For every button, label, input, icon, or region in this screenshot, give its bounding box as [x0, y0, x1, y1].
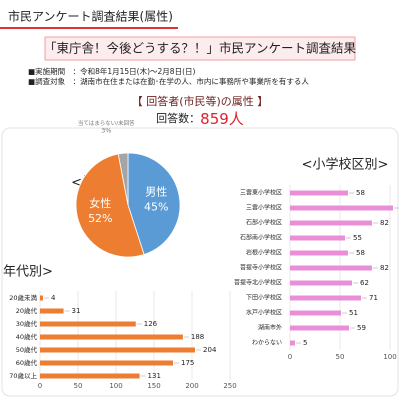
bar	[290, 325, 349, 331]
bar	[40, 347, 196, 353]
x-tick-label: 50	[336, 353, 345, 361]
slice-label: 女性	[89, 196, 111, 210]
count-line: 回答数：859人	[156, 110, 244, 128]
value-label: 175	[181, 359, 194, 367]
slice-value: 3%	[101, 126, 111, 134]
value-label: 58	[356, 249, 365, 257]
y-tick-label: 20歳未満	[9, 293, 37, 302]
slice-value: 45%	[144, 201, 168, 214]
value-label: 31	[72, 307, 81, 315]
x-tick-label: 0	[288, 353, 292, 361]
bar	[290, 340, 295, 346]
y-tick-label: 下田小学校区	[246, 294, 282, 302]
chart-title: <小学校区別>	[302, 157, 389, 173]
bar	[290, 310, 341, 316]
bar	[40, 308, 64, 314]
x-tick-label: 0	[38, 382, 42, 390]
value-label: 71	[369, 294, 378, 302]
y-tick-label: 菩提寺小学校区	[240, 264, 282, 272]
y-tick-label: 湖南市外	[258, 324, 282, 332]
x-tick-label: 200	[185, 382, 198, 390]
x-tick-label: 250	[223, 382, 236, 390]
bar	[40, 360, 173, 366]
bar	[290, 265, 372, 271]
y-tick-label: 三雲小学校区	[246, 204, 282, 212]
panel-frame	[1, 127, 399, 397]
bar	[40, 321, 136, 327]
y-tick-label: 50歳代	[16, 345, 38, 354]
title-box	[44, 36, 356, 61]
bar	[290, 250, 348, 256]
y-tick-label: 70歳以上	[9, 371, 37, 380]
y-tick-label: 60歳代	[16, 358, 38, 367]
y-tick-label: 40歳代	[16, 332, 38, 341]
bar	[40, 295, 44, 301]
y-tick-label: 石部南小学校区	[240, 234, 282, 242]
section-title: 【 回答者(市民等)の属性 】	[132, 94, 269, 108]
pie-slice	[127, 152, 181, 255]
bar	[290, 220, 372, 226]
survey-title: 「東庁舎！今後どうする？！」市民アンケート調査結果	[44, 41, 357, 56]
value-label: 58	[356, 189, 365, 197]
y-tick-label: 岩根小学校区	[246, 249, 282, 257]
bar	[40, 373, 140, 379]
value-label: 62	[360, 279, 369, 287]
value-label: 59	[357, 324, 366, 332]
count-label: 回答数：	[156, 111, 200, 125]
y-tick-label: 菩提寺北小学校区	[234, 279, 282, 287]
value-label: 126	[144, 320, 158, 328]
period: ■実施期間 ：令和8年1月15日(木)～2月8日(日)	[28, 66, 195, 76]
value-label: 82	[380, 219, 389, 227]
bar	[40, 334, 183, 340]
value-label: 51	[349, 309, 358, 317]
bar	[290, 280, 352, 286]
slice-label: 当てはまらない/未回答	[78, 119, 135, 127]
value-label: 82	[380, 264, 389, 272]
y-tick-label: 石部小学校区	[246, 219, 282, 227]
bar	[290, 235, 345, 241]
y-tick-label: 30歳代	[16, 319, 38, 328]
bar	[290, 190, 348, 196]
target: ■調査対象 ：湖南市在住または在勤･在学の人、市内に事務所や事業所を有する人	[28, 76, 309, 86]
bar	[290, 205, 393, 211]
value-label: 131	[148, 372, 161, 380]
x-tick-label: 150	[147, 382, 160, 390]
y-tick-label: 水戸小学校区	[246, 309, 282, 317]
y-tick-label: 三雲東小学校区	[240, 189, 282, 197]
chart-title: 年代別>	[3, 265, 53, 280]
value-label: 5	[303, 339, 307, 347]
slice-label: 男性	[145, 185, 167, 199]
y-tick-label: 20歳代	[16, 306, 38, 315]
x-tick-label: 100	[109, 382, 122, 390]
value-label: 4	[51, 294, 56, 302]
value-label: 188	[191, 333, 204, 341]
x-tick-label: 50	[74, 382, 83, 390]
page-title: 市民アンケート調査結果(属性)	[8, 9, 173, 24]
value-label: 204	[203, 346, 217, 354]
pie-slice	[117, 152, 129, 206]
slice-value: 52%	[88, 212, 112, 225]
pie-slice	[75, 153, 145, 258]
value-label: 55	[353, 234, 362, 242]
x-tick-label: 100	[383, 353, 396, 361]
count-value: 859人	[200, 110, 244, 128]
bar	[290, 295, 361, 301]
y-tick-label: わからない	[252, 340, 282, 347]
